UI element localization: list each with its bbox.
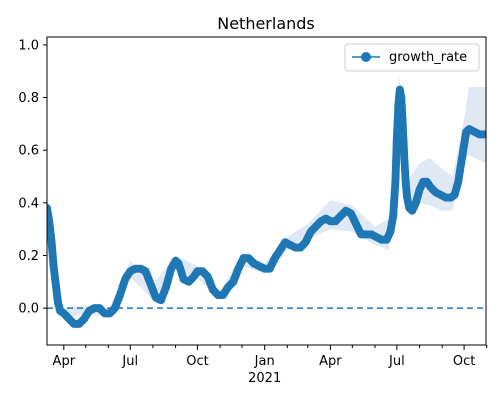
y-tick-label: 0.4 xyxy=(18,196,39,211)
x-tick-label: Jul xyxy=(121,354,138,369)
x-axis: Apr Jul Oct Jan Apr Jul Oct xyxy=(53,345,488,369)
y-axis: 0.0 0.2 0.4 0.6 0.8 1.0 xyxy=(18,38,47,317)
plot-area xyxy=(47,76,486,328)
y-tick-label: 0.0 xyxy=(18,302,39,317)
x-tick-label: Apr xyxy=(319,354,342,369)
y-tick-label: 0.2 xyxy=(18,249,39,264)
plot-frame xyxy=(46,36,487,346)
legend-frame xyxy=(344,43,480,72)
chart-title: Netherlands xyxy=(217,14,315,33)
x-tick-label: Oct xyxy=(453,354,475,369)
legend-label: growth_rate xyxy=(389,50,467,65)
x-tick-label: Oct xyxy=(186,354,208,369)
y-tick-label: 0.8 xyxy=(18,91,39,106)
x-tick-label: Jul xyxy=(388,354,405,369)
y-tick-label: 0.6 xyxy=(18,144,39,159)
legend-marker-swatch xyxy=(361,52,371,62)
x-tick-label: Apr xyxy=(53,354,76,369)
x-axis-year-label: 2021 xyxy=(248,371,281,386)
x-tick-label: Jan xyxy=(254,354,275,369)
series-marker-layer xyxy=(47,85,486,328)
growth-rate-point xyxy=(480,130,486,139)
growth-rate-line xyxy=(47,89,485,325)
y-tick-label: 1.0 xyxy=(18,38,39,53)
legend: growth_rate xyxy=(344,43,480,72)
series-line-layer xyxy=(47,89,485,325)
